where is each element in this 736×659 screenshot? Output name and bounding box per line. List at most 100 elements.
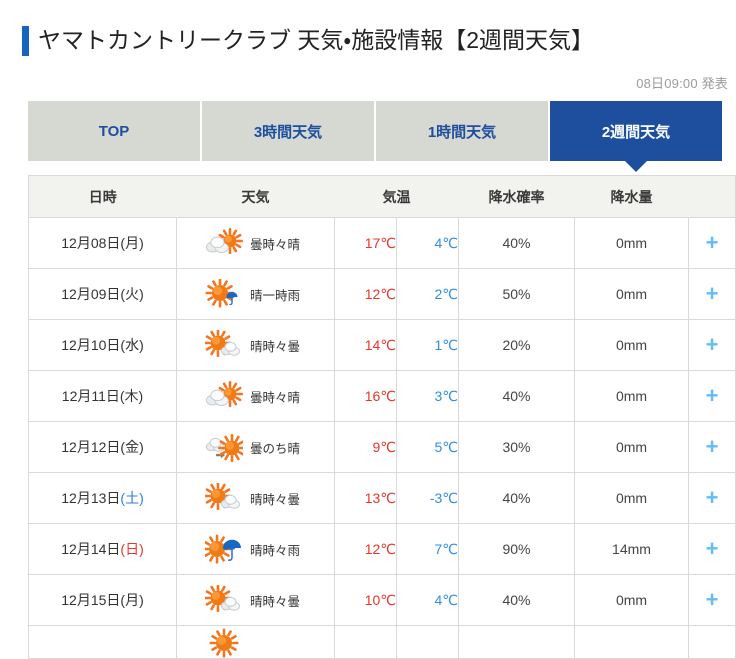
cell-low-temp: 5℃: [396, 421, 459, 474]
cell-high-temp: 10℃: [334, 574, 397, 627]
cell-precip-probability: 90%: [458, 523, 575, 576]
tab-label: 1時間天気: [427, 123, 497, 141]
cell-high-temp: 12℃: [334, 268, 397, 321]
table-row: 12月14日(日) 晴時々雨 12℃ 7℃ 90% 14mm +: [28, 523, 736, 576]
weather-label: 晴時々雨: [250, 543, 301, 558]
cell-expand[interactable]: +: [688, 472, 736, 525]
cell-low-temp: 2℃: [396, 268, 459, 321]
day-of-week: (日): [120, 541, 144, 558]
cell-low-temp: 3℃: [396, 370, 459, 423]
date-text: 12月11日: [61, 388, 120, 405]
expand-plus-icon[interactable]: +: [705, 383, 719, 409]
expand-plus-icon[interactable]: +: [705, 587, 719, 613]
cell-precip-amount: 14mm: [574, 523, 689, 576]
cell-date: 12月09日(火): [28, 268, 177, 321]
sun-then-cloud-icon: [205, 585, 240, 613]
date-text: 12月12日: [61, 439, 121, 456]
cell-weather: 晴時々曇: [176, 574, 335, 627]
cell-low-temp: 1℃: [396, 319, 459, 372]
page-title: ヤマトカントリークラブ 天気・施設情報【2週間天気】: [38, 27, 595, 54]
column-header-datetime: 日時: [28, 175, 177, 219]
cell-low-temp: -3℃: [396, 472, 459, 525]
date-text: 12月08日: [61, 235, 121, 252]
cell-high-temp: 13℃: [334, 472, 397, 525]
cell-precip-amount: 0mm: [574, 421, 689, 474]
cell-expand[interactable]: [688, 625, 736, 659]
cell-expand[interactable]: +: [688, 523, 736, 576]
cell-expand[interactable]: +: [688, 370, 736, 423]
cell-precip-amount: 0mm: [574, 217, 689, 270]
cell-weather: 晴時々曇: [176, 319, 335, 372]
cell-expand[interactable]: +: [688, 217, 736, 270]
expand-plus-icon[interactable]: +: [705, 332, 719, 358]
day-of-week: (水): [120, 337, 144, 354]
cell-date: 12月15日(月): [28, 574, 177, 627]
cell-weather: 晴時々曇: [176, 472, 335, 525]
cell-precip-probability: [458, 625, 575, 659]
weather-label: 曇時々晴: [250, 237, 301, 252]
cell-date: 12月14日(日): [28, 523, 177, 576]
cell-high-temp: 17℃: [334, 217, 397, 270]
cell-low-temp: 4℃: [396, 574, 459, 627]
weather-label: 晴時々曇: [250, 594, 301, 609]
tab-active-4[interactable]: 2週間天気: [550, 101, 722, 162]
announcement-timestamp: 08日09:00 発表: [636, 76, 728, 92]
cell-precip-amount: 0mm: [574, 574, 689, 627]
cell-expand[interactable]: +: [688, 574, 736, 627]
cell-precip-amount: 0mm: [574, 319, 689, 372]
weather-label: 曇のち晴: [250, 441, 301, 456]
cell-high-temp: 12℃: [334, 523, 397, 576]
table-row: 12月11日(木) 曇時々晴 16℃ 3℃ 40% 0mm +: [28, 370, 736, 423]
cell-date: 12月10日(水): [28, 319, 177, 372]
table-header-row: 日時 天気 気温 降水確率 降水量: [28, 175, 736, 219]
cell-high-temp: 9℃: [334, 421, 397, 474]
cell-weather: 曇時々晴: [176, 370, 335, 423]
table-row: 12月08日(月) 曇時々晴 17℃ 4℃ 40% 0mm +: [28, 217, 736, 270]
day-of-week: (月): [120, 592, 144, 609]
weather-label: 晴時々曇: [250, 492, 301, 507]
cloud-then-sun-icon: [205, 228, 243, 255]
expand-plus-icon[interactable]: +: [705, 281, 719, 307]
cell-low-temp: 7℃: [396, 523, 459, 576]
cell-precip-amount: 0mm: [574, 268, 689, 321]
cell-precip-probability: 20%: [458, 319, 575, 372]
expand-plus-icon[interactable]: +: [705, 536, 719, 562]
column-header-precip-amount: 降水量: [574, 175, 689, 219]
title-row: ヤマトカントリークラブ 天気・施設情報【2週間天気】: [0, 12, 736, 69]
table-row: 12月12日(金) 曇のち晴 9℃ 5℃ 30% 0mm +: [28, 421, 736, 474]
table-header: 日時 天気 気温 降水確率 降水量: [28, 175, 736, 219]
weather-label: 晴一時雨: [250, 288, 301, 303]
cell-precip-probability: 40%: [458, 472, 575, 525]
tab-2[interactable]: 3時間天気: [202, 101, 374, 162]
table-row: 12月09日(火) 晴一時雨 12℃ 2℃ 50% 0mm +: [28, 268, 736, 321]
cell-precip-probability: 50%: [458, 268, 575, 321]
cell-expand[interactable]: +: [688, 268, 736, 321]
table-body: 12月08日(月) 曇時々晴 17℃ 4℃ 40% 0mm +12月09日(火) 晴一時雨…: [28, 217, 736, 659]
expand-plus-icon[interactable]: +: [705, 485, 719, 511]
cell-weather: 曇時々晴: [176, 217, 335, 270]
tab-label: TOP: [98, 122, 130, 140]
cell-expand[interactable]: +: [688, 319, 736, 372]
expand-plus-icon[interactable]: +: [705, 434, 719, 460]
title-accent-bar: [22, 25, 29, 56]
day-of-week: (土): [120, 490, 144, 507]
tab-label: 3時間天気: [253, 123, 323, 141]
cell-high-temp: 14℃: [334, 319, 397, 372]
expand-plus-icon[interactable]: +: [705, 230, 719, 256]
cell-expand[interactable]: +: [688, 421, 736, 474]
sun-then-cloud-icon: [205, 330, 240, 358]
weather-label: 晴時々曇: [250, 339, 301, 354]
cell-low-temp: [396, 625, 459, 659]
table-row-partial: [28, 625, 736, 659]
tab-label: 2週間天気: [601, 123, 671, 141]
cell-date: [28, 625, 177, 659]
cell-precip-amount: 0mm: [574, 472, 689, 525]
cell-high-temp: 16℃: [334, 370, 397, 423]
sun-icon: [209, 628, 239, 658]
cell-precip-probability: 40%: [458, 574, 575, 627]
date-text: 12月14日: [61, 541, 121, 558]
tab-1[interactable]: TOP: [28, 101, 200, 162]
tab-3[interactable]: 1時間天気: [376, 101, 548, 162]
date-text: 12月15日: [61, 592, 121, 609]
column-header-temperature: 気温: [334, 175, 459, 219]
